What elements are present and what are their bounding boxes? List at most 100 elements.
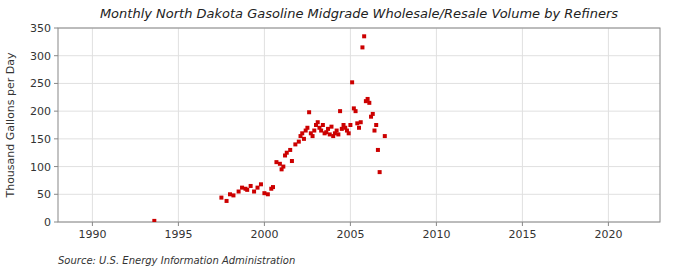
point bbox=[152, 219, 156, 222]
x-tick-label: 2015 bbox=[508, 228, 536, 241]
x-tick-label: 1990 bbox=[78, 228, 106, 241]
background bbox=[0, 0, 675, 275]
y-tick bbox=[54, 55, 58, 56]
point bbox=[311, 134, 315, 138]
point bbox=[285, 151, 289, 155]
source: Source: U.S. Energy Information Administ… bbox=[58, 255, 295, 266]
y-tick bbox=[54, 138, 58, 139]
point bbox=[312, 129, 316, 133]
y-tick bbox=[54, 28, 58, 29]
point bbox=[340, 127, 344, 131]
x-tick bbox=[264, 222, 265, 226]
point bbox=[266, 192, 270, 196]
point bbox=[347, 131, 351, 135]
point bbox=[274, 160, 278, 164]
point bbox=[225, 199, 229, 203]
axes: 1990199520002005201020152020050100150200… bbox=[30, 22, 622, 241]
y-grid-line bbox=[58, 83, 660, 84]
x-tick bbox=[92, 222, 93, 226]
point bbox=[362, 34, 366, 38]
point bbox=[307, 110, 311, 114]
y-grid-line bbox=[58, 166, 660, 167]
point bbox=[378, 170, 382, 174]
point bbox=[321, 123, 325, 127]
x-tick bbox=[436, 222, 437, 226]
point bbox=[231, 193, 235, 197]
x-grid-line bbox=[608, 28, 609, 222]
point bbox=[316, 120, 320, 124]
point bbox=[374, 123, 378, 127]
point bbox=[336, 132, 340, 136]
point bbox=[281, 165, 285, 169]
point bbox=[237, 190, 241, 194]
x-tick bbox=[178, 222, 179, 226]
y-grid-line bbox=[58, 111, 660, 112]
point bbox=[302, 137, 306, 141]
point bbox=[262, 191, 266, 195]
point bbox=[354, 109, 358, 113]
y-axis-label: Thousand Gallons per Day bbox=[4, 52, 17, 199]
point bbox=[360, 45, 364, 49]
point bbox=[288, 148, 292, 152]
point bbox=[290, 159, 294, 163]
title: Monthly North Dakota Gasoline Midgrade W… bbox=[100, 6, 618, 21]
point bbox=[293, 142, 297, 146]
y-grid-line bbox=[58, 55, 660, 56]
x-grid-line bbox=[92, 28, 93, 222]
point bbox=[338, 109, 342, 113]
point bbox=[329, 125, 333, 129]
point bbox=[256, 186, 260, 190]
point bbox=[219, 196, 223, 200]
point bbox=[376, 148, 380, 152]
y-tick bbox=[54, 111, 58, 112]
point bbox=[383, 134, 387, 138]
plot-area bbox=[58, 28, 660, 222]
point bbox=[357, 126, 361, 130]
plot-frame bbox=[58, 28, 660, 222]
y-tick-label: 100 bbox=[30, 161, 51, 174]
point bbox=[348, 123, 352, 127]
point bbox=[300, 131, 304, 135]
point bbox=[271, 185, 275, 189]
point bbox=[319, 129, 323, 133]
chart: 1990199520002005201020152020050100150200… bbox=[0, 0, 675, 275]
point bbox=[355, 121, 359, 125]
y-grid-line bbox=[58, 138, 660, 139]
point bbox=[245, 188, 249, 192]
y-tick-label: 50 bbox=[37, 188, 51, 201]
point bbox=[372, 129, 376, 133]
x-tick-label: 2000 bbox=[250, 228, 278, 241]
point bbox=[240, 186, 244, 190]
points bbox=[152, 34, 386, 222]
point bbox=[297, 140, 301, 144]
point bbox=[350, 80, 354, 84]
point bbox=[367, 101, 371, 105]
x-grid-line bbox=[436, 28, 437, 222]
point bbox=[249, 184, 253, 188]
y-tick-label: 200 bbox=[30, 105, 51, 118]
point bbox=[228, 192, 232, 196]
y-tick-label: 300 bbox=[30, 50, 51, 63]
y-tick-label: 250 bbox=[30, 77, 51, 90]
y-tick-label: 350 bbox=[30, 22, 51, 35]
x-grid-line bbox=[178, 28, 179, 222]
y-tick bbox=[54, 166, 58, 167]
point bbox=[278, 162, 282, 166]
x-tick bbox=[608, 222, 609, 226]
point bbox=[259, 182, 263, 186]
point bbox=[252, 190, 256, 194]
point bbox=[305, 126, 309, 130]
point bbox=[328, 132, 332, 136]
x-tick bbox=[350, 222, 351, 226]
y-tick-label: 150 bbox=[30, 133, 51, 146]
point bbox=[335, 129, 339, 133]
x-tick-label: 1995 bbox=[164, 228, 192, 241]
x-tick-label: 2005 bbox=[336, 228, 364, 241]
y-tick-label: 0 bbox=[44, 216, 51, 229]
y-grid-line bbox=[58, 194, 660, 195]
point bbox=[371, 112, 375, 116]
point bbox=[326, 127, 330, 131]
point bbox=[359, 120, 363, 124]
x-tick-label: 2020 bbox=[594, 228, 622, 241]
y-tick bbox=[54, 83, 58, 84]
